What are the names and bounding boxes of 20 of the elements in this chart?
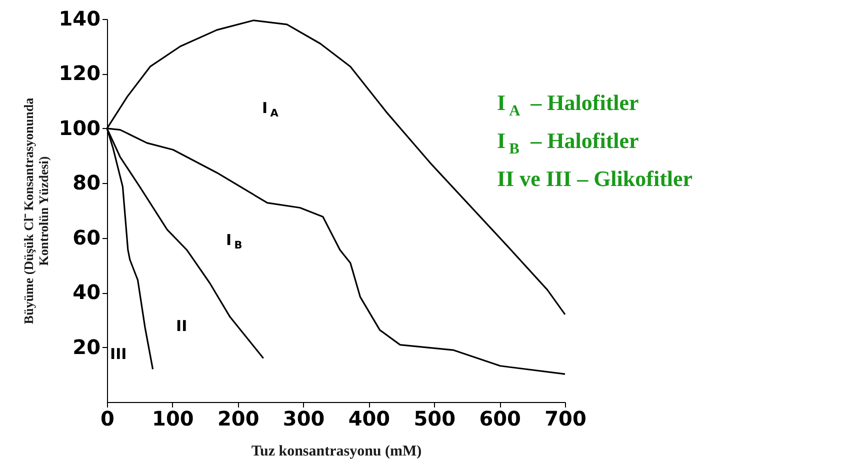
x-tick-label: 300	[282, 406, 325, 430]
x-tick-label: 200	[217, 406, 260, 430]
y-tick-label: 60	[72, 225, 100, 250]
x-tick-label: 600	[479, 406, 521, 430]
x-tick-label: 400	[348, 406, 390, 430]
x-tick-label: 0	[100, 406, 114, 430]
x-tick-label: 500	[414, 406, 456, 430]
annotation: II	[176, 317, 188, 335]
y-tick-label: 140	[58, 6, 100, 30]
y-tick-label: 20	[72, 334, 100, 359]
y-tick-label: 40	[72, 280, 100, 304]
y-axis-title: Büyüme (Düşük Cl⁻ Konsantrasyonunda Kontrolün Yüzdesi)	[20, 97, 51, 324]
x-tick-label: 100	[152, 406, 194, 430]
y-tick-label: 80	[72, 170, 100, 195]
x-axis-title: Tuz konsantrasyonu (mM)	[251, 444, 422, 460]
y-tick-label: 100	[58, 116, 100, 140]
annotation: III	[110, 345, 127, 363]
x-tick-label: 700	[544, 406, 586, 430]
y-tick-label: 120	[58, 61, 100, 86]
annotation: II ve III – Glikofitler	[497, 166, 693, 191]
